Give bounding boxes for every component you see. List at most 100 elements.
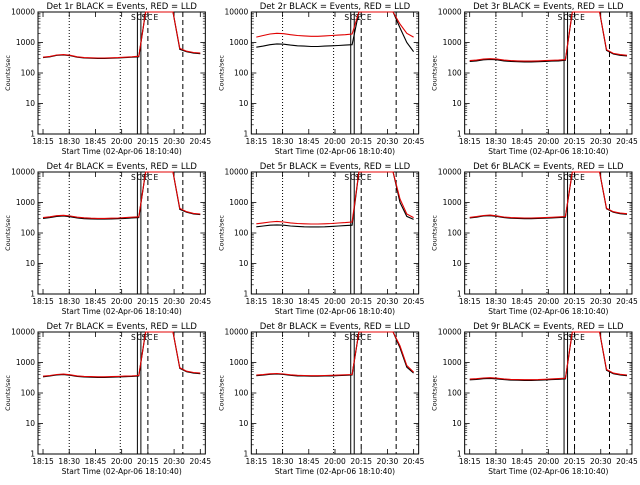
annotation-label: S bbox=[131, 333, 136, 342]
plot-frame bbox=[464, 171, 633, 295]
x-tick-label: 20:00 bbox=[111, 457, 133, 466]
annotation-label: S bbox=[568, 333, 573, 342]
y-axis-label: Counts/sec bbox=[431, 55, 439, 91]
panel-1: Det 1r BLACK = Events, RED = LLD 1 10 100 10… bbox=[4, 2, 211, 156]
series-line-lld bbox=[469, 171, 628, 219]
x-tick-label: 20:15 bbox=[564, 297, 586, 306]
panel-9: Det 9r BLACK = Events, RED = LLD 1 10 100 10… bbox=[431, 322, 638, 476]
series-line-events bbox=[42, 171, 201, 220]
annotation-label: C bbox=[350, 13, 355, 22]
annotation-label: C bbox=[137, 333, 142, 342]
plot-frame bbox=[37, 171, 206, 295]
x-tick-label: 18:45 bbox=[511, 457, 533, 466]
annotation-label: C bbox=[361, 13, 366, 22]
series-line-events bbox=[469, 171, 628, 220]
x-tick-label: 18:30 bbox=[485, 137, 507, 146]
y-tick-label: 100 bbox=[21, 389, 36, 398]
y-axis-label: Counts/sec bbox=[4, 55, 12, 91]
series-line-lld bbox=[469, 11, 628, 62]
y-tick-label: 1 bbox=[30, 130, 35, 139]
series-line-events bbox=[42, 11, 201, 59]
y-tick-label: 10000 bbox=[224, 8, 248, 17]
annotation-label: S bbox=[141, 333, 146, 342]
panel-4: Det 4r BLACK = Events, RED = LLD 1 10 100 10… bbox=[4, 162, 211, 316]
x-tick-label: 18:45 bbox=[85, 457, 107, 466]
panel-title: Det 5r BLACK = Events, RED = LLD bbox=[260, 162, 411, 172]
y-tick-label: 10000 bbox=[11, 328, 35, 337]
y-tick-label: 10 bbox=[25, 419, 35, 428]
y-tick-label: 10 bbox=[239, 99, 249, 108]
x-tick-label: 20:15 bbox=[137, 137, 159, 146]
annotation-label: S bbox=[355, 173, 360, 182]
annotation-label: E bbox=[154, 173, 159, 182]
x-tick-label: 20:30 bbox=[590, 137, 612, 146]
series-line-events bbox=[256, 331, 414, 377]
x-tick-label: 20:15 bbox=[564, 137, 586, 146]
series-line-lld bbox=[42, 331, 201, 378]
y-axis-label: Counts/sec bbox=[217, 55, 225, 91]
y-tick-label: 10 bbox=[452, 419, 462, 428]
annotation-label: C bbox=[563, 333, 568, 342]
y-tick-label: 10000 bbox=[438, 8, 462, 17]
annotation-label: C bbox=[147, 333, 152, 342]
annotation-label: S bbox=[355, 333, 360, 342]
x-tick-label: 20:00 bbox=[538, 457, 560, 466]
x-tick-label: 18:15 bbox=[246, 297, 268, 306]
x-tick-label: 20:45 bbox=[403, 297, 425, 306]
annotation-label: S bbox=[558, 13, 563, 22]
plot-frame bbox=[37, 331, 206, 455]
y-axis-label: Counts/sec bbox=[431, 375, 439, 411]
y-axis-label: Counts/sec bbox=[4, 215, 12, 251]
x-tick-label: 20:30 bbox=[377, 457, 399, 466]
x-tick-label: 18:30 bbox=[272, 457, 294, 466]
x-tick-label: 20:15 bbox=[564, 457, 586, 466]
y-tick-label: 1000 bbox=[16, 198, 35, 207]
y-tick-label: 100 bbox=[234, 389, 249, 398]
panel-title: Det 3r BLACK = Events, RED = LLD bbox=[473, 2, 624, 12]
y-tick-label: 10000 bbox=[224, 168, 248, 177]
annotation-label: E bbox=[570, 13, 575, 22]
panel-title: Det 6r BLACK = Events, RED = LLD bbox=[473, 162, 624, 172]
x-tick-label: 20:30 bbox=[163, 457, 185, 466]
y-tick-label: 1000 bbox=[229, 198, 248, 207]
x-tick-label: 20:45 bbox=[616, 137, 638, 146]
y-tick-label: 1000 bbox=[443, 198, 462, 207]
x-tick-label: 18:15 bbox=[459, 297, 481, 306]
y-tick-label: 1 bbox=[244, 130, 249, 139]
panel-8: Det 8r BLACK = Events, RED = LLD 1 10 100 10… bbox=[217, 322, 424, 476]
plot-frame bbox=[37, 11, 206, 135]
y-tick-label: 100 bbox=[447, 389, 462, 398]
y-tick-label: 100 bbox=[447, 69, 462, 78]
annotation-label: C bbox=[137, 173, 142, 182]
annotation-label: E bbox=[154, 333, 159, 342]
x-tick-label: 18:15 bbox=[32, 137, 54, 146]
x-tick-label: 20:30 bbox=[163, 297, 185, 306]
series-line-events bbox=[256, 171, 414, 228]
y-tick-label: 1000 bbox=[443, 38, 462, 47]
annotation-label: C bbox=[350, 333, 355, 342]
y-tick-label: 1 bbox=[457, 130, 462, 139]
x-tick-label: 20:30 bbox=[590, 457, 612, 466]
annotation-label: C bbox=[574, 333, 579, 342]
series-line-lld bbox=[42, 171, 201, 219]
x-axis-label: Start Time (02-Apr-06 18:10:40) bbox=[488, 307, 608, 316]
annotation-label: C bbox=[563, 173, 568, 182]
annotation-label: E bbox=[580, 13, 585, 22]
x-axis-label: Start Time (02-Apr-06 18:10:40) bbox=[275, 467, 395, 476]
annotation-label: E bbox=[580, 173, 585, 182]
panel-3: Det 3r BLACK = Events, RED = LLD 1 10 100 10… bbox=[431, 2, 638, 156]
series-line-lld bbox=[256, 11, 414, 38]
x-tick-label: 18:45 bbox=[298, 297, 320, 306]
y-tick-label: 100 bbox=[234, 69, 249, 78]
y-tick-label: 1 bbox=[30, 450, 35, 459]
x-tick-label: 18:45 bbox=[298, 457, 320, 466]
annotation-label: S bbox=[344, 333, 349, 342]
x-axis-label: Start Time (02-Apr-06 18:10:40) bbox=[488, 147, 608, 156]
y-tick-label: 1 bbox=[457, 290, 462, 299]
annotation-label: E bbox=[580, 333, 585, 342]
annotation-label: E bbox=[143, 333, 148, 342]
annotation-label: E bbox=[356, 173, 361, 182]
annotation-label: S bbox=[131, 13, 136, 22]
y-tick-label: 1000 bbox=[16, 38, 35, 47]
panel-title: Det 4r BLACK = Events, RED = LLD bbox=[46, 162, 197, 172]
